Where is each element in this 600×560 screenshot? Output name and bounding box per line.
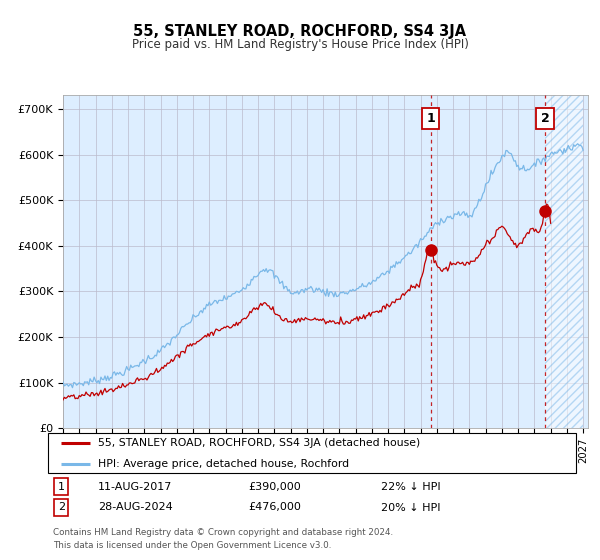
Text: 1: 1: [58, 482, 65, 492]
Text: Price paid vs. HM Land Registry's House Price Index (HPI): Price paid vs. HM Land Registry's House …: [131, 38, 469, 51]
Text: 28-AUG-2024: 28-AUG-2024: [98, 502, 173, 512]
Text: 55, STANLEY ROAD, ROCHFORD, SS4 3JA: 55, STANLEY ROAD, ROCHFORD, SS4 3JA: [133, 24, 467, 39]
Text: 1: 1: [426, 112, 435, 125]
Text: 20% ↓ HPI: 20% ↓ HPI: [380, 502, 440, 512]
Text: Contains HM Land Registry data © Crown copyright and database right 2024.
This d: Contains HM Land Registry data © Crown c…: [53, 528, 394, 550]
Text: £476,000: £476,000: [248, 502, 302, 512]
Text: 2: 2: [58, 502, 65, 512]
Text: £390,000: £390,000: [248, 482, 301, 492]
Text: 11-AUG-2017: 11-AUG-2017: [98, 482, 173, 492]
Text: 2: 2: [541, 112, 550, 125]
Text: 22% ↓ HPI: 22% ↓ HPI: [380, 482, 440, 492]
Text: HPI: Average price, detached house, Rochford: HPI: Average price, detached house, Roch…: [98, 459, 349, 469]
Text: 55, STANLEY ROAD, ROCHFORD, SS4 3JA (detached house): 55, STANLEY ROAD, ROCHFORD, SS4 3JA (det…: [98, 437, 421, 447]
FancyBboxPatch shape: [48, 433, 576, 473]
